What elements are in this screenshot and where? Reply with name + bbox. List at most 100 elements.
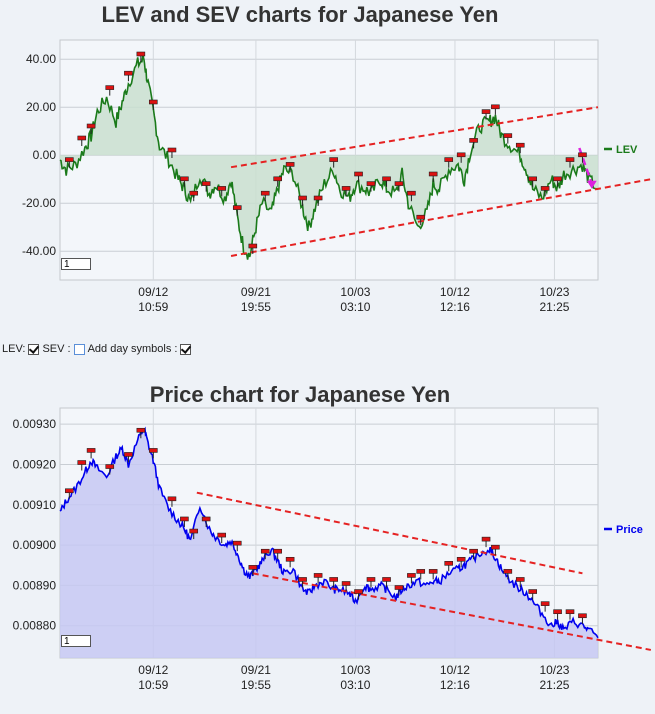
day-marker xyxy=(503,569,513,574)
legend-label: LEV xyxy=(616,144,638,156)
forecast-arrowhead xyxy=(586,180,597,189)
day-marker xyxy=(416,214,426,220)
x-tick-time: 21:25 xyxy=(539,300,569,314)
day-marker xyxy=(232,205,242,210)
series-controls: LEV: SEV : Add day symbols : xyxy=(2,343,192,355)
trendline xyxy=(252,572,652,651)
trendline xyxy=(230,178,652,257)
x-tick-date: 10/23 xyxy=(539,663,569,677)
day-marker xyxy=(578,613,587,619)
day-marker xyxy=(273,176,282,182)
x-tick-date: 10/12 xyxy=(440,285,470,299)
day-marker xyxy=(105,464,115,469)
x-tick-date: 09/21 xyxy=(241,663,271,677)
y-tick-label: 0.00920 xyxy=(13,457,57,471)
legend: Price xyxy=(604,524,643,536)
y-tick-label: 0.00900 xyxy=(13,538,57,552)
day-marker xyxy=(382,577,391,582)
sev-label: SEV : xyxy=(42,343,71,355)
day-marker xyxy=(86,448,96,453)
day-marker xyxy=(354,589,363,594)
day-marker xyxy=(298,577,307,582)
x-tick-time: 03:10 xyxy=(340,300,370,314)
y-tick-label: 0.00 xyxy=(33,148,57,162)
day-marker xyxy=(148,99,158,105)
day-marker xyxy=(416,569,426,574)
day-marker xyxy=(394,585,404,590)
day-marker xyxy=(105,85,115,90)
day-marker xyxy=(553,176,562,182)
chart-title: Price chart for Japanese Yen xyxy=(150,382,450,407)
day-marker xyxy=(540,186,550,191)
x-tick-date: 09/21 xyxy=(241,285,271,299)
day-marker xyxy=(148,448,158,453)
day-marker xyxy=(273,548,282,554)
y-tick-label: 40.00 xyxy=(26,52,56,66)
x-tick-date: 10/12 xyxy=(440,663,470,677)
day-marker xyxy=(217,532,227,538)
day-marker xyxy=(77,135,87,141)
sev-checkbox[interactable] xyxy=(73,343,85,355)
day-marker xyxy=(86,123,96,129)
day-marker xyxy=(285,556,295,562)
series-area xyxy=(60,55,598,260)
x-tick-date: 10/03 xyxy=(340,285,370,299)
day-marker xyxy=(180,176,189,182)
day-marker xyxy=(491,544,500,550)
day-marker xyxy=(565,157,575,162)
day-marker xyxy=(124,70,133,76)
day-marker xyxy=(528,176,537,182)
day-marker xyxy=(565,609,575,615)
day-marker xyxy=(65,488,74,494)
day-marker xyxy=(260,548,270,554)
day-marker xyxy=(481,109,491,114)
x-tick-time: 21:25 xyxy=(539,678,569,692)
day-marker xyxy=(260,190,270,196)
day-marker xyxy=(428,569,438,574)
day-marker xyxy=(136,427,146,433)
x-tick-time: 10:59 xyxy=(138,678,168,692)
day-marker xyxy=(313,195,323,201)
series-line xyxy=(59,426,599,639)
y-tick-label: 20.00 xyxy=(26,100,56,114)
day-marker xyxy=(394,181,404,186)
series-line xyxy=(59,54,598,260)
x-tick-date: 09/12 xyxy=(138,285,168,299)
day-marker xyxy=(341,581,351,586)
legend: LEV xyxy=(604,144,638,156)
day-marker xyxy=(232,540,242,546)
y-tick-label: 0.00880 xyxy=(13,619,57,633)
lev-checkbox[interactable] xyxy=(28,343,40,355)
day-marker xyxy=(540,601,550,606)
day-marker xyxy=(329,157,338,162)
day-marker xyxy=(407,190,416,196)
x-tick-time: 19:55 xyxy=(241,300,271,314)
x-tick-time: 12:16 xyxy=(440,300,470,314)
y-tick-label: 0.00890 xyxy=(13,578,57,592)
day-marker xyxy=(366,577,376,582)
price-chart: Price chart for Japanese Yen 0.00930 0.00… xyxy=(13,382,652,692)
x-tick-time: 10:59 xyxy=(138,300,168,314)
zoom-input[interactable]: 1 xyxy=(61,258,91,270)
day-marker xyxy=(341,186,351,191)
day-marker xyxy=(136,51,146,57)
x-tick-date: 10/23 xyxy=(539,285,569,299)
day-marker xyxy=(124,452,133,457)
day-marker xyxy=(167,147,177,153)
day-symbols-checkbox[interactable] xyxy=(180,343,192,355)
zoom-input[interactable]: 1 xyxy=(61,635,91,647)
series-area xyxy=(60,429,598,658)
day-marker xyxy=(189,190,199,196)
day-marker xyxy=(407,573,416,578)
day-marker xyxy=(578,152,587,158)
lev-chart: LEV and SEV charts for Japanese Yen 40.0… xyxy=(22,2,652,314)
x-tick-time: 19:55 xyxy=(241,678,271,692)
y-tick-label: 0.00910 xyxy=(13,498,57,512)
y-tick-label: -20.00 xyxy=(22,196,56,210)
day-marker xyxy=(285,162,295,167)
day-marker xyxy=(201,181,211,186)
trendline xyxy=(196,491,583,575)
day-marker xyxy=(329,577,338,582)
day-marker xyxy=(553,609,562,615)
y-tick-label: 0.00930 xyxy=(13,417,57,431)
